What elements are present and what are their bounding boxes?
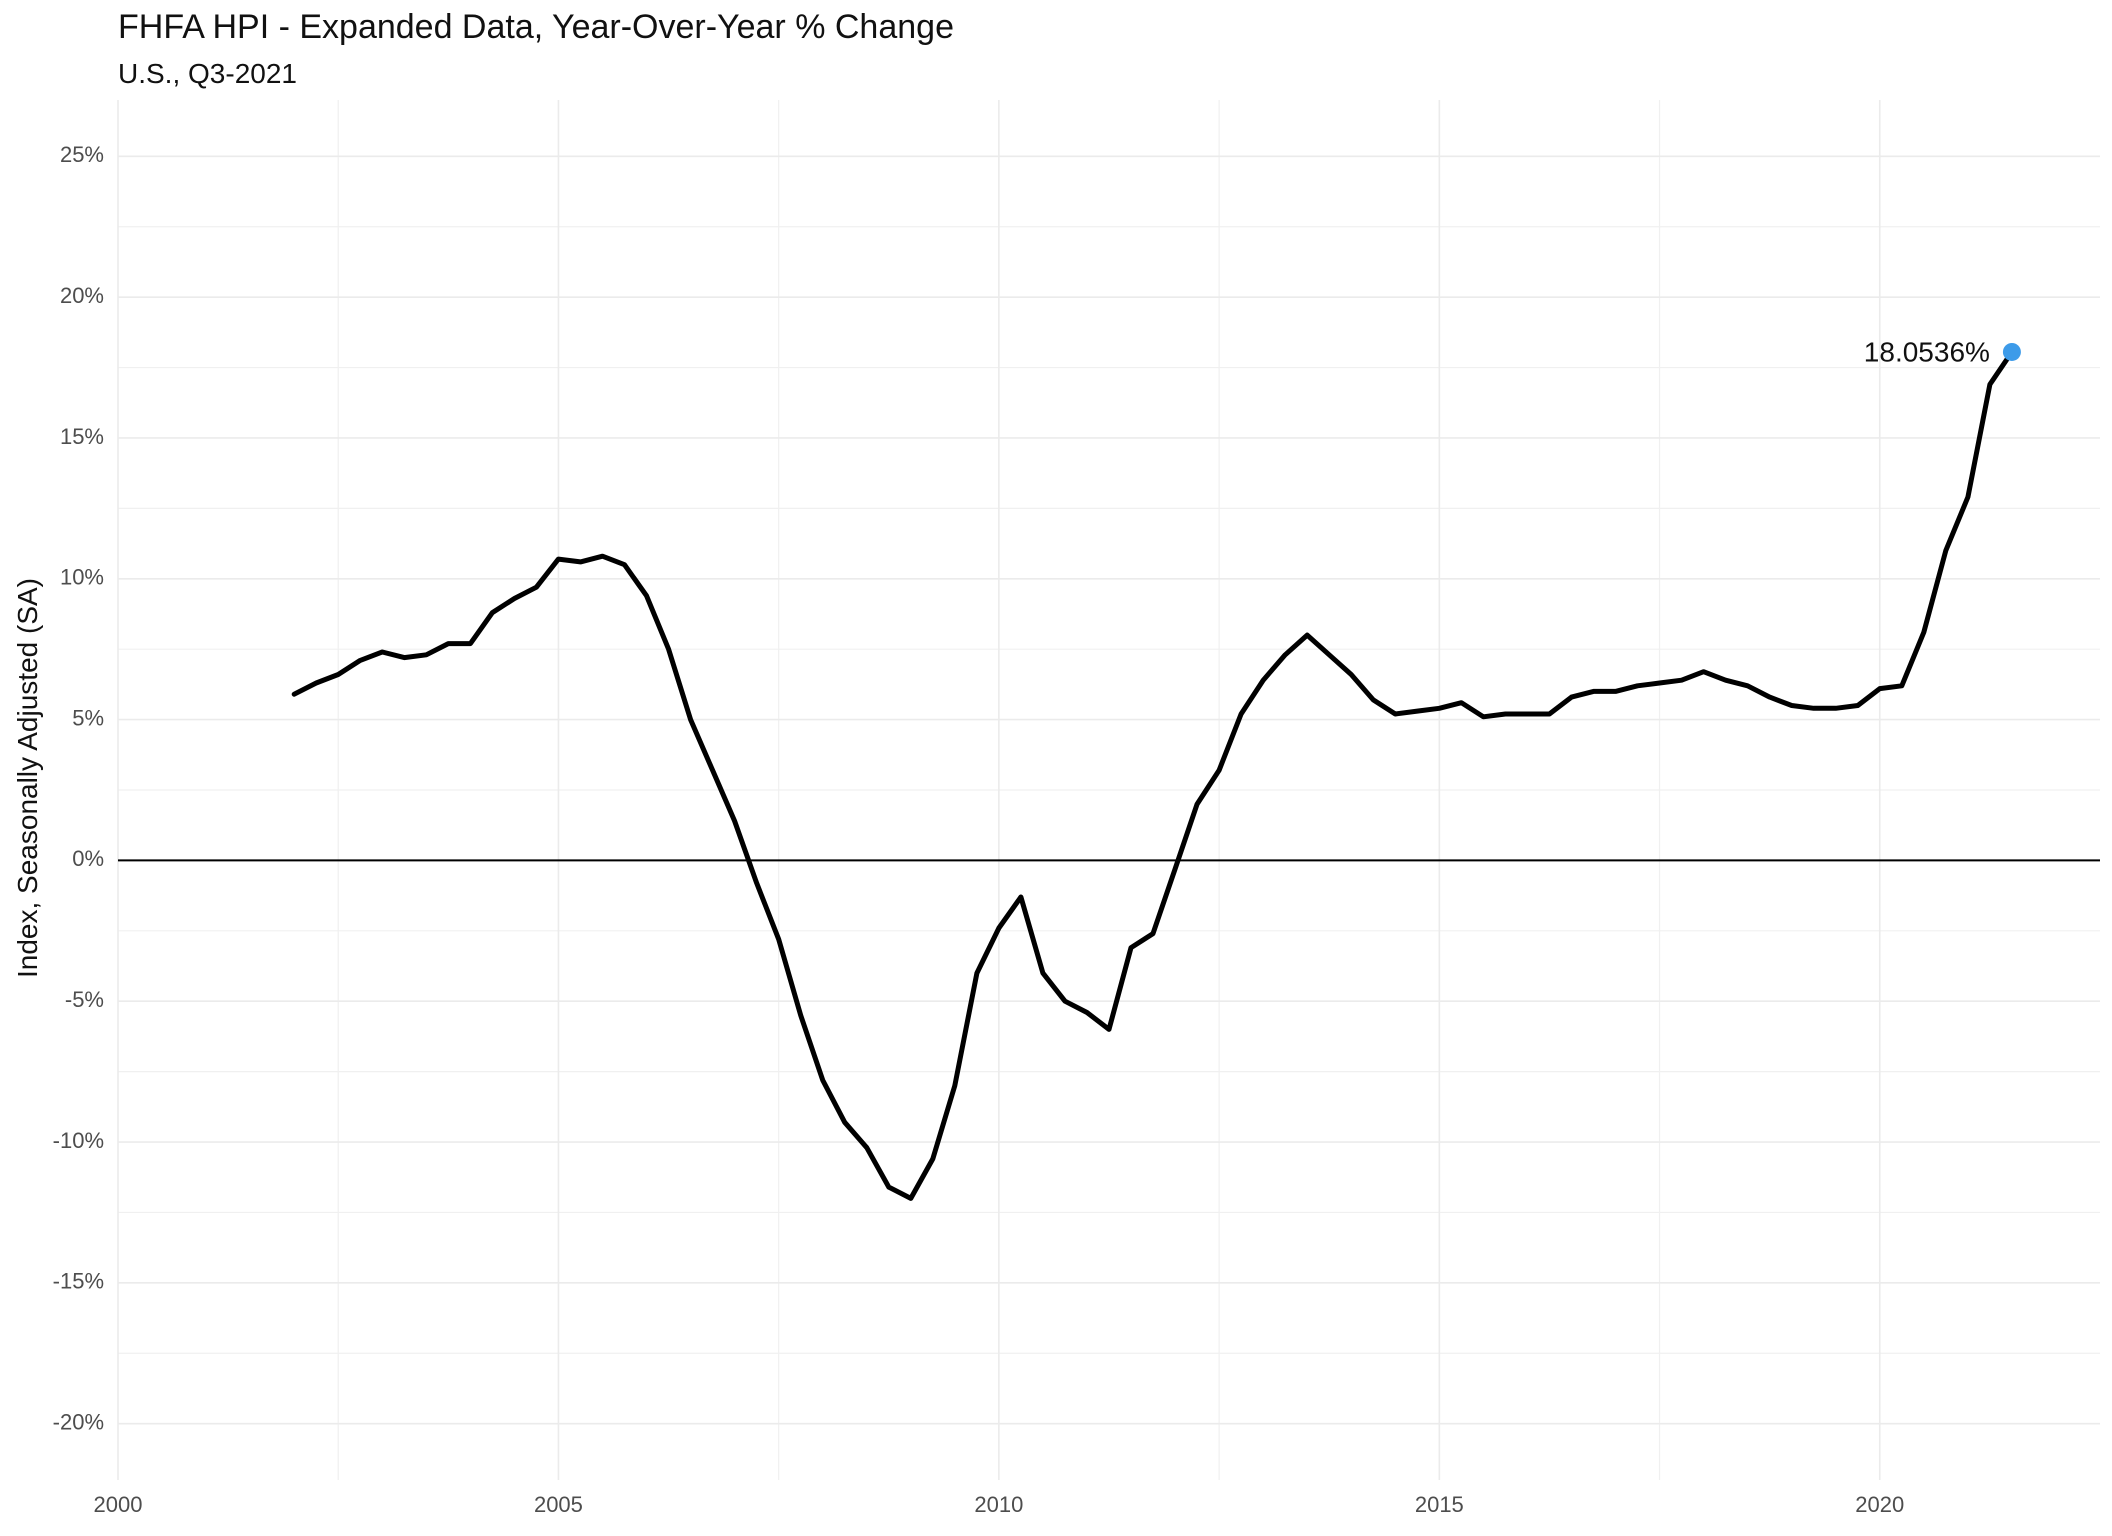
latest-value-point[interactable] xyxy=(2002,342,2021,361)
minor-gridlines xyxy=(118,100,2100,1480)
y-tick-label: 25% xyxy=(60,142,104,167)
y-tick-label: -15% xyxy=(53,1269,104,1294)
y-tick-label: -20% xyxy=(53,1409,104,1434)
x-tick-label: 2005 xyxy=(534,1492,583,1517)
x-tick-label: 2020 xyxy=(1855,1492,1904,1517)
y-tick-label: 10% xyxy=(60,565,104,590)
y-tick-label: 0% xyxy=(72,846,104,871)
x-tick-label: 2010 xyxy=(974,1492,1023,1517)
x-tick-label: 2000 xyxy=(94,1492,143,1517)
latest-value-label: 18.0536% xyxy=(1864,336,1990,367)
x-tick-label: 2015 xyxy=(1415,1492,1464,1517)
y-tick-label: 20% xyxy=(60,283,104,308)
chart-title: FHFA HPI - Expanded Data, Year-Over-Year… xyxy=(118,8,954,46)
x-axis-ticks: 2000 2005 2010 2015 2020 xyxy=(94,1492,1905,1517)
y-tick-label: 15% xyxy=(60,424,104,449)
y-tick-label: -10% xyxy=(53,1128,104,1153)
series-line xyxy=(291,349,2015,1201)
y-axis-ticks: -20% -15% -10% -5% 0% 5% 10% 15% 20% 25% xyxy=(53,142,104,1434)
chart-subtitle: U.S., Q3-2021 xyxy=(118,58,297,89)
y-tick-label: -5% xyxy=(65,987,104,1012)
y-tick-label: 5% xyxy=(72,705,104,730)
